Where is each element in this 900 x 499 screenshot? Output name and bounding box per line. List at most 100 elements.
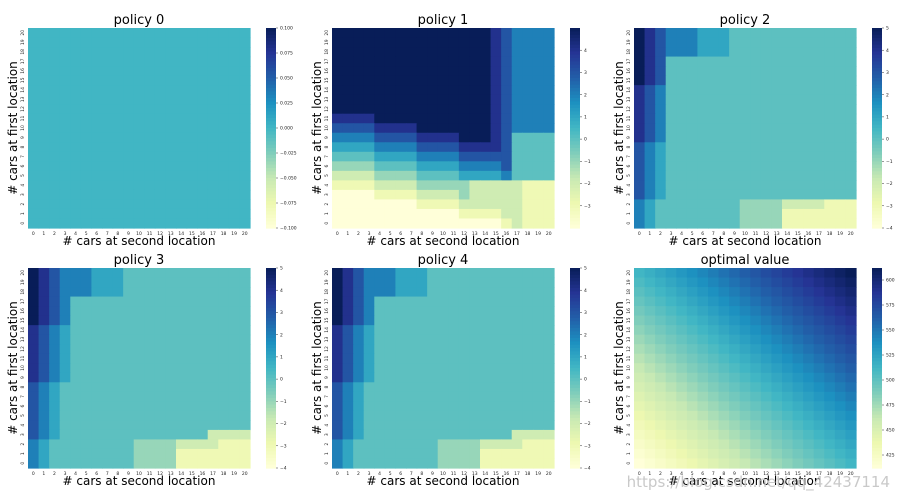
heatmap-cell [750,104,762,115]
heatmap-cell [384,94,397,105]
heatmap-cell [655,410,667,421]
colorbar-segment [872,51,882,56]
y-tick-label: 5 [626,174,632,177]
heatmap-cell [384,296,397,307]
heatmap-cell [342,353,354,364]
heatmap-cell [782,429,794,441]
heatmap-cell [697,123,709,134]
heatmap-cell [750,170,762,181]
heatmap-cell [437,94,449,105]
heatmap-cell [374,104,386,115]
heatmap-cell [543,170,555,181]
heatmap-cell [374,448,386,460]
heatmap-cell [154,66,167,77]
heatmap-cell [154,391,167,402]
heatmap-cell [490,429,502,441]
heatmap-cell [750,306,762,317]
heatmap-cell [448,47,460,58]
heatmap-cell [228,170,241,181]
colorbar-segment [570,298,580,302]
heatmap-cell [686,277,699,288]
heatmap-cell [771,161,783,172]
heatmap-cell [186,315,198,326]
colorbar-tick-label: 0.000 [280,126,293,132]
heatmap-cell [771,277,783,288]
heatmap-cell [750,47,762,58]
y-tick-label: 11 [20,355,26,361]
x-tick-label: 3 [368,471,371,477]
heatmap-cell [176,75,188,86]
colorbar-tick-label: −0.025 [280,151,297,157]
heatmap-cell [176,218,188,229]
heatmap-cell [332,161,344,172]
heatmap-cell [501,75,513,86]
colorbar-segment [570,111,580,116]
heatmap-cell [186,170,198,181]
heatmap-cell [332,85,344,96]
heatmap-cell [395,420,407,431]
heatmap-cell [437,382,449,393]
heatmap-cell [133,66,145,77]
colorbar-segment [266,411,276,416]
heatmap-cell [543,161,555,172]
heatmap-cell [458,287,471,298]
heatmap-cell [824,287,836,298]
heatmap-cell [480,287,492,298]
colorbar-segment [570,378,580,382]
heatmap-cell [543,344,555,355]
colorbar-segment [266,148,276,152]
heatmap-cell [644,199,656,210]
heatmap-cell [655,382,667,393]
heatmap-cell [480,189,492,201]
heatmap-cell [112,85,124,96]
heatmap-cell [729,382,741,393]
heatmap-cell [59,287,71,298]
heatmap-cell [91,75,103,86]
heatmap-cell [102,208,114,220]
heatmap-cell [395,189,407,201]
heatmap-cell [686,151,699,162]
heatmap-cell [501,208,513,220]
heatmap-cell [634,334,646,345]
x-tick-label: 19 [837,231,843,237]
heatmap-cell [218,353,230,364]
heatmap-cell [686,208,699,220]
heatmap-cell [771,123,783,134]
heatmap-cell [374,458,386,469]
heatmap-cell [729,277,741,288]
heatmap-cell [406,94,418,105]
heatmap-cell [480,113,492,124]
heatmap-cell [207,142,219,153]
heatmap-cell [813,104,825,115]
heatmap-cell [112,104,124,115]
heatmap-cell [427,208,439,220]
heatmap-cell [760,344,773,355]
colorbar-tick-label: 3 [584,310,587,316]
x-tick-label: 8 [420,231,423,237]
colorbar-segment [570,78,580,82]
colorbar-segment [266,368,276,372]
heatmap-cell [834,448,847,460]
colorbar-segment [570,74,580,79]
heatmap-cell [792,104,804,115]
heatmap-cell [655,151,667,162]
colorbar-segment [266,431,276,436]
heatmap-cell [176,142,188,153]
heatmap-cell [123,401,135,412]
colorbar-segment [872,434,882,439]
heatmap-cell [458,401,471,412]
heatmap-cell [239,47,251,58]
heatmap-cell [480,363,492,374]
heatmap-cell [760,113,773,124]
heatmap-cell [803,56,815,67]
heatmap-cell [228,132,241,143]
heatmap-cell [739,94,751,105]
heatmap-cell [363,28,375,39]
heatmap-cell [792,334,804,345]
heatmap-cell [144,382,156,393]
y-tick-label: 7 [626,155,632,158]
heatmap-cell [49,334,61,345]
heatmap-cell [49,94,61,105]
heatmap-cell [697,448,709,460]
heatmap-cell [813,344,825,355]
